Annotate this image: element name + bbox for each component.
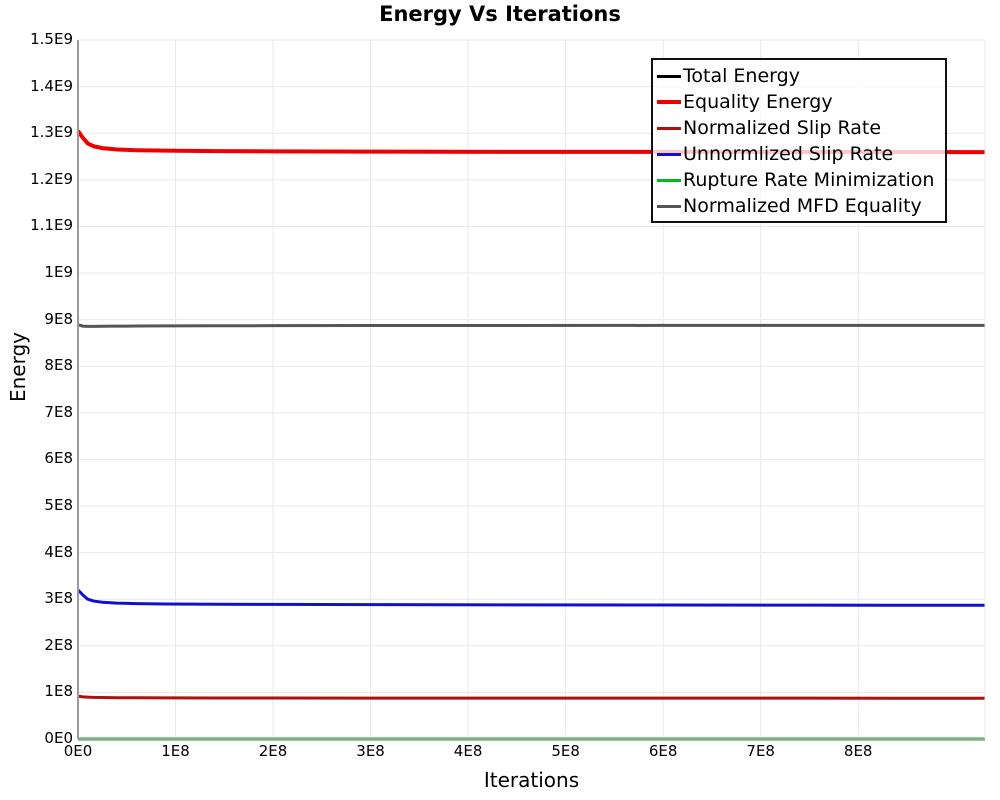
legend-item-label: Equality Energy [683,90,833,113]
x-tick-label: 5E8 [551,742,580,760]
legend-item-label: Normalized Slip Rate [683,116,882,139]
legend-item[interactable]: Normalized MFD Equality [657,193,941,219]
legend-color-swatch-icon [657,204,681,208]
series-line [76,588,986,607]
chart-title: Energy Vs Iterations [379,2,621,26]
y-tick-label: 5E8 [44,496,73,514]
legend-color-swatch-icon [657,100,681,104]
x-tick-label: 7E8 [746,742,775,760]
chart-legend[interactable]: Total Energy Equality Energy Normalized Sl… [651,58,947,223]
y-tick-label: 2E8 [44,635,73,654]
legend-color-swatch-icon [657,152,681,156]
legend-item[interactable]: Unnormlized Slip Rate [657,141,941,167]
y-tick-label: 1.4E9 [30,76,73,95]
y-tick-label: 1.2E9 [30,169,73,188]
legend-item-label: Unnormlized Slip Rate [683,142,894,165]
y-tick-label: 1E8 [44,682,73,701]
legend-item[interactable]: Normalized Slip Rate [657,115,941,141]
series-line [77,323,986,328]
x-tick-label: 6E8 [648,742,678,760]
legend-item-label: Rupture Rate Minimization [683,168,935,191]
legend-color-swatch-icon [657,74,681,78]
y-tick-label: 8E8 [44,356,73,375]
x-tick-label: 1E8 [161,742,190,760]
x-tick-label: 3E8 [356,742,385,760]
y-tick-label: 1.1E9 [30,216,73,235]
series-line [77,694,986,700]
y-axis-tick-labels: 1.5E9 1.4E9 1.3E9 1.2E9 1.1E9 1E9 9E8 8E8 7E8 6E8… [0,0,73,800]
x-tick-label: 2E8 [258,742,288,760]
x-tick-label: 4E8 [453,742,483,760]
y-tick-label: 6E8 [44,449,73,468]
legend-color-swatch-icon [657,126,681,130]
y-tick-label: 4E8 [44,542,73,561]
legend-color-swatch-icon [657,178,681,182]
legend-item[interactable]: Rupture Rate Minimization [657,167,941,193]
x-tick-label: 0E0 [63,742,93,760]
legend-item[interactable]: Equality Energy [657,89,941,115]
y-tick-label: 1.3E9 [30,123,73,142]
legend-item[interactable]: Total Energy [657,63,941,89]
y-tick-label: 7E8 [44,402,73,421]
x-tick-label: 8E8 [843,742,873,760]
y-tick-label: 0E0 [44,729,73,747]
y-tick-label: 3E8 [44,589,73,608]
y-tick-label: 9E8 [44,309,73,328]
legend-item-label: Normalized MFD Equality [683,194,922,217]
x-axis-label: Iterations [483,768,580,792]
legend-item-label: Total Energy [683,64,800,87]
series-line [76,129,986,155]
y-tick-label: 1.5E9 [30,30,73,48]
y-tick-label: 1E9 [44,263,73,281]
